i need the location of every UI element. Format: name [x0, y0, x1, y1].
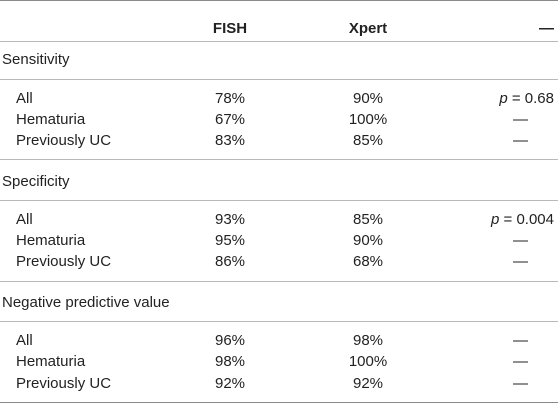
xpert-value: 98% [352, 332, 384, 349]
xpert-value: 90% [352, 232, 384, 249]
dash-value: — [513, 253, 528, 270]
table-row: Hematuria 95% 90% — [0, 230, 558, 251]
table-row: All 93% 85% p = 0.004 [0, 209, 558, 230]
p-symbol: p [499, 90, 508, 107]
xpert-value: 100% [348, 111, 388, 128]
fish-value: 86% [214, 253, 246, 270]
fish-value: 83% [214, 132, 246, 149]
table-row: Hematuria 67% 100% — [0, 109, 558, 130]
section-title-specificity: Specificity [2, 173, 70, 190]
dash-cell: — [444, 230, 554, 251]
fish-value: 98% [214, 353, 246, 370]
row-label: All [16, 332, 33, 349]
dash-cell: — [444, 251, 554, 272]
header-fish: FISH [212, 20, 248, 37]
dash-value: — [513, 111, 528, 128]
section-title-sensitivity: Sensitivity [2, 51, 70, 68]
fish-value: 92% [214, 375, 246, 392]
dash-value: — [513, 232, 528, 249]
table-top-rule [0, 0, 558, 1]
dash-value: — [513, 375, 528, 392]
table-row: Previously UC 83% 85% — [0, 130, 558, 151]
xpert-value: 85% [352, 211, 384, 228]
row-label: All [16, 211, 33, 228]
p-number: = 0.004 [499, 211, 554, 228]
p-value: p = 0.68 [444, 88, 554, 109]
row-label: Previously UC [16, 375, 112, 392]
section-rule [0, 79, 558, 80]
dash-cell: — [444, 109, 554, 130]
fish-value: 96% [214, 332, 246, 349]
table-bottom-rule [0, 402, 558, 403]
section-rule [0, 159, 558, 160]
section-rule [0, 321, 558, 322]
table-header-row: FISH Xpert — [0, 18, 558, 39]
xpert-value: 85% [352, 132, 384, 149]
row-label: Hematuria [16, 353, 86, 370]
section-title-npv: Negative predictive value [2, 294, 170, 311]
xpert-value: 90% [352, 90, 384, 107]
row-label: Hematuria [16, 111, 86, 128]
row-label: All [16, 90, 33, 107]
table-row: Hematuria 98% 100% — [0, 351, 558, 372]
dash-value: — [513, 132, 528, 149]
dash-value: — [513, 332, 528, 349]
fish-value: 67% [214, 111, 246, 128]
dash-cell: — [444, 330, 554, 351]
row-label: Previously UC [16, 132, 112, 149]
p-symbol: p [491, 211, 500, 228]
header-xpert: Xpert [348, 20, 388, 37]
p-number: = 0.68 [507, 90, 554, 107]
header-extra: — [539, 20, 554, 37]
row-label: Hematuria [16, 232, 86, 249]
fish-value: 93% [214, 211, 246, 228]
header-rule [0, 41, 558, 42]
dash-cell: — [444, 373, 554, 394]
dash-value: — [513, 353, 528, 370]
dash-cell: — [444, 351, 554, 372]
dash-cell: — [444, 130, 554, 151]
p-value: p = 0.004 [444, 209, 554, 230]
xpert-value: 68% [352, 253, 384, 270]
table-row: Previously UC 92% 92% — [0, 373, 558, 394]
table-row: All 78% 90% p = 0.68 [0, 88, 558, 109]
section-rule [0, 281, 558, 282]
table-row: Previously UC 86% 68% — [0, 251, 558, 272]
xpert-value: 92% [352, 375, 384, 392]
fish-value: 78% [214, 90, 246, 107]
row-label: Previously UC [16, 253, 112, 270]
xpert-value: 100% [348, 353, 388, 370]
fish-value: 95% [214, 232, 246, 249]
table-row: All 96% 98% — [0, 330, 558, 351]
section-rule [0, 200, 558, 201]
